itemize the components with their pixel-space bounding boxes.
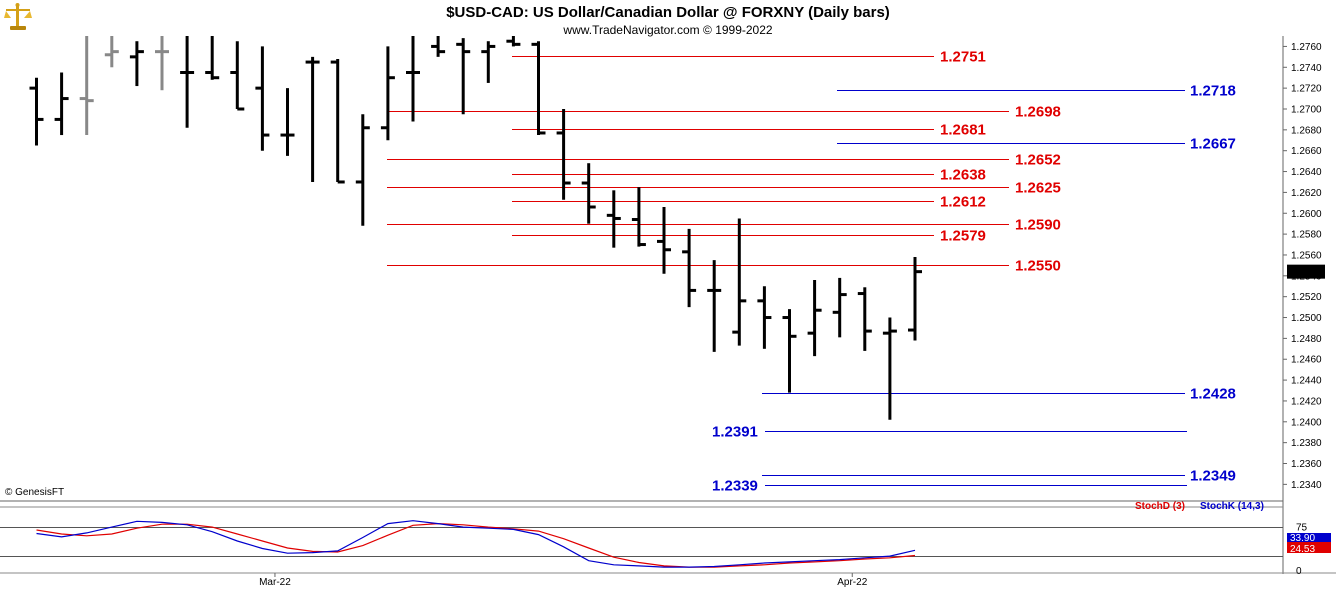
ohlc-bar [807, 279, 822, 357]
stochastic-panel: 75 0 [0, 520, 1308, 577]
y-tick-label: 1.2660 [1291, 146, 1322, 157]
ohlc-bar [54, 72, 69, 136]
ohlc-bar [230, 41, 245, 111]
ohlc-bar [857, 287, 872, 351]
stoch-k-legend: StochK (14,3) [1200, 501, 1264, 512]
y-tick-label: 1.2440 [1291, 376, 1322, 387]
level-label: 1.2667 [1190, 136, 1236, 153]
level-label: 1.2590 [1015, 217, 1061, 234]
ohlc-bar [657, 207, 671, 274]
level-label: 1.2625 [1015, 180, 1061, 197]
chart-title: $USD-CAD: US Dollar/Canadian Dollar @ FO… [446, 4, 890, 21]
y-tick-label: 1.2720 [1291, 84, 1322, 95]
level-label: 1.2428 [1190, 386, 1236, 403]
ohlc-bar [908, 257, 922, 341]
ohlc-bar [104, 36, 119, 68]
y-tick-label: 1.2600 [1291, 209, 1322, 220]
level-label: 1.2550 [1015, 258, 1061, 275]
ohlc-bar [832, 277, 847, 338]
ohlc-bars [29, 36, 922, 420]
y-tick-label: 1.2620 [1291, 188, 1322, 199]
genesis-watermark: © GenesisFT [5, 487, 64, 498]
level-label: 1.2349 [1190, 468, 1236, 485]
chart-subtitle: www.TradeNavigator.com © 1999-2022 [562, 23, 772, 37]
y-tick-label: 1.2740 [1291, 63, 1322, 74]
y-tick-label: 1.2560 [1291, 250, 1322, 261]
ohlc-bar [882, 317, 897, 420]
x-tick-label: Apr-22 [837, 577, 867, 588]
ohlc-bar [531, 41, 546, 136]
y-tick-label: 1.2580 [1291, 230, 1322, 241]
ohlc-bar [129, 41, 144, 87]
ohlc-bar [330, 58, 345, 184]
level-label: 1.2339 [712, 478, 758, 495]
ohlc-bar [556, 108, 571, 200]
x-tick-label: Mar-22 [259, 577, 291, 588]
y-tick-label: 1.2460 [1291, 355, 1322, 366]
ohlc-bar [380, 46, 395, 141]
last-price-label: 1.2544 [1291, 268, 1322, 279]
ohlc-bar [757, 286, 772, 349]
stoch-k-value: 33.90 [1290, 533, 1315, 544]
ohlc-bar [305, 56, 320, 182]
ohlc-bar [280, 88, 295, 156]
level-label: 1.2638 [940, 167, 986, 184]
ohlc-bar [456, 38, 471, 115]
y-tick-label: 1.2340 [1291, 480, 1322, 491]
ohlc-bar [631, 187, 646, 247]
last-price-marker: 1.2544 [1287, 264, 1325, 279]
ohlc-bar [682, 228, 697, 308]
y-tick-label: 1.2360 [1291, 459, 1322, 470]
stoch-d-value: 24.53 [1290, 544, 1315, 555]
y-tick-label: 1.2380 [1291, 438, 1322, 449]
level-label: 1.2612 [940, 194, 986, 211]
y-tick-label: 1.2700 [1291, 104, 1322, 115]
ohlc-bar [506, 36, 521, 47]
stoch-k-line [36, 520, 916, 568]
level-label: 1.2391 [712, 424, 758, 441]
ohlc-bar [406, 36, 420, 122]
ohlc-bar [431, 36, 446, 57]
ohlc-bar [581, 163, 596, 224]
ohlc-bar [29, 77, 44, 146]
level-lines: 1.2751 1.2698 1.2681 1.2652 1.2638 1.2625 1.26… [387, 49, 1236, 495]
y-tick-label: 1.2400 [1291, 417, 1322, 428]
stoch-tick-label: 0 [1296, 566, 1302, 577]
ohlc-bar [606, 190, 621, 248]
ohlc-bar [205, 36, 220, 80]
y-tick-label: 1.2420 [1291, 396, 1322, 407]
level-label: 1.2652 [1015, 152, 1061, 169]
level-label: 1.2751 [940, 49, 986, 66]
y-tick-label: 1.2480 [1291, 334, 1322, 345]
ohlc-bar [732, 218, 747, 346]
ohlc-bar [707, 260, 722, 352]
level-label: 1.2579 [940, 228, 986, 245]
x-axis-labels: Mar-22 Apr-22 [259, 573, 868, 588]
y-tick-label: 1.2760 [1291, 42, 1322, 53]
level-label: 1.2698 [1015, 104, 1061, 121]
ohlc-bar [79, 36, 94, 136]
y-tick-label: 1.2520 [1291, 292, 1322, 303]
stoch-tick-label: 75 [1296, 523, 1308, 534]
ohlc-bar [481, 41, 496, 83]
stoch-d-legend: StochD (3) [1135, 501, 1185, 512]
ohlc-bar [355, 114, 370, 226]
level-label: 1.2718 [1190, 83, 1236, 100]
ohlc-bar [255, 46, 270, 151]
ohlc-bar [782, 309, 797, 393]
ohlc-bar [180, 36, 195, 128]
ohlc-bar [155, 36, 169, 91]
gold-scales-icon [4, 3, 32, 30]
level-label: 1.2681 [940, 122, 986, 139]
y-tick-label: 1.2640 [1291, 167, 1322, 178]
y-tick-label: 1.2500 [1291, 313, 1322, 324]
y-tick-label: 1.2680 [1291, 125, 1322, 136]
stoch-value-badges: 33.90 24.53 [1287, 533, 1331, 555]
